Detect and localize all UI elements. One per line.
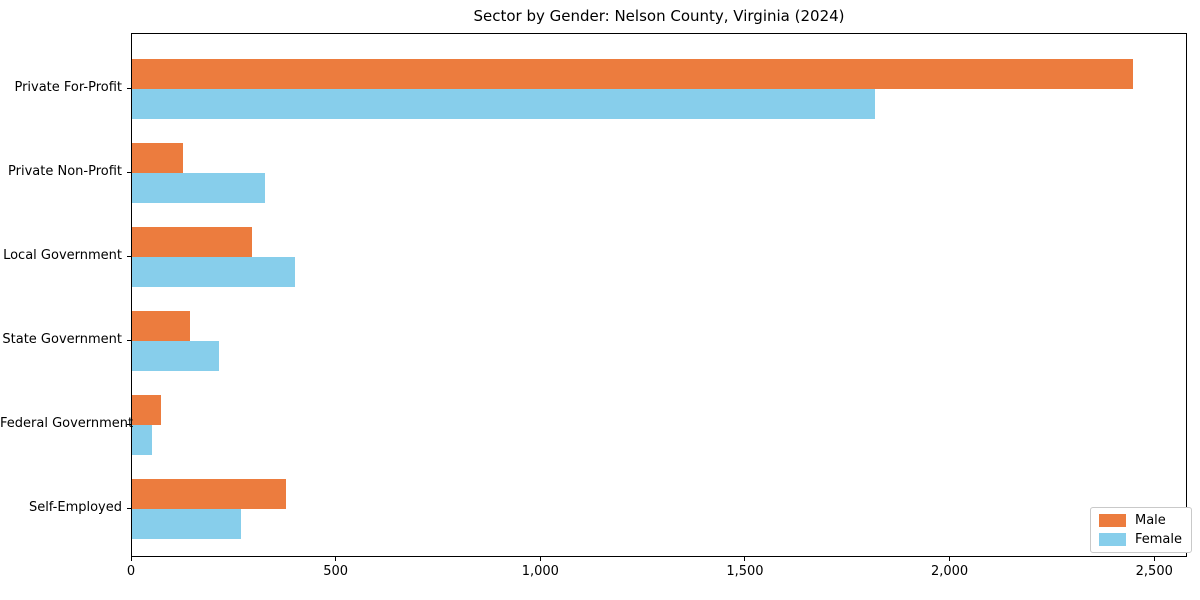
x-tick-label-4: 2,000 bbox=[930, 564, 969, 579]
y-tick-label-3: State Government bbox=[2, 332, 122, 347]
bar-male-3 bbox=[132, 311, 191, 341]
x-tick-mark-2 bbox=[539, 557, 541, 561]
y-tick-mark-1 bbox=[127, 172, 131, 173]
y-tick-mark-0 bbox=[127, 88, 131, 89]
bar-female-1 bbox=[132, 173, 266, 203]
legend-label-male: Male bbox=[1135, 513, 1166, 528]
x-tick-mark-0 bbox=[130, 557, 132, 561]
y-tick-label-5: Self-Employed bbox=[28, 500, 122, 515]
bar-female-2 bbox=[132, 257, 295, 287]
legend: Male Female bbox=[1090, 507, 1193, 553]
y-tick-mark-2 bbox=[127, 256, 131, 257]
x-tick-mark-5 bbox=[1153, 557, 1155, 561]
y-tick-mark-3 bbox=[127, 340, 131, 341]
y-tick-mark-4 bbox=[127, 424, 131, 425]
x-tick-label-2: 1,000 bbox=[521, 564, 559, 579]
bar-female-4 bbox=[132, 425, 153, 455]
bar-male-2 bbox=[132, 227, 252, 257]
bar-male-0 bbox=[132, 59, 1133, 89]
bar-male-5 bbox=[132, 479, 286, 509]
legend-swatch-male bbox=[1099, 514, 1126, 527]
x-tick-label-3: 1,500 bbox=[726, 564, 764, 579]
y-tick-label-2: Local Government bbox=[3, 248, 122, 263]
y-tick-label-1: Private Non-Profit bbox=[8, 164, 122, 179]
y-tick-mark-5 bbox=[127, 508, 131, 509]
legend-label-female: Female bbox=[1135, 532, 1183, 547]
legend-item-male: Male bbox=[1099, 513, 1182, 528]
x-tick-label-5: 2,500 bbox=[1135, 564, 1173, 579]
bar-female-5 bbox=[132, 509, 242, 539]
bar-male-4 bbox=[132, 395, 161, 425]
bar-female-0 bbox=[132, 89, 875, 119]
x-tick-mark-4 bbox=[949, 557, 951, 561]
x-tick-mark-3 bbox=[744, 557, 746, 561]
chart-title: Sector by Gender: Nelson County, Virgini… bbox=[473, 7, 845, 25]
legend-swatch-female bbox=[1099, 533, 1126, 546]
x-tick-mark-1 bbox=[335, 557, 337, 561]
x-tick-label-1: 500 bbox=[323, 564, 349, 579]
plot-area bbox=[131, 33, 1187, 557]
y-tick-label-4: Federal Government bbox=[0, 416, 134, 431]
bar-male-1 bbox=[132, 143, 184, 173]
bar-female-3 bbox=[132, 341, 219, 371]
x-axis: 0 500 1,000 1,500 2,000 2,500 bbox=[127, 557, 1187, 587]
legend-item-female: Female bbox=[1099, 532, 1182, 547]
x-tick-label-0: 0 bbox=[126, 564, 136, 579]
y-tick-label-0: Private For-Profit bbox=[14, 80, 122, 95]
